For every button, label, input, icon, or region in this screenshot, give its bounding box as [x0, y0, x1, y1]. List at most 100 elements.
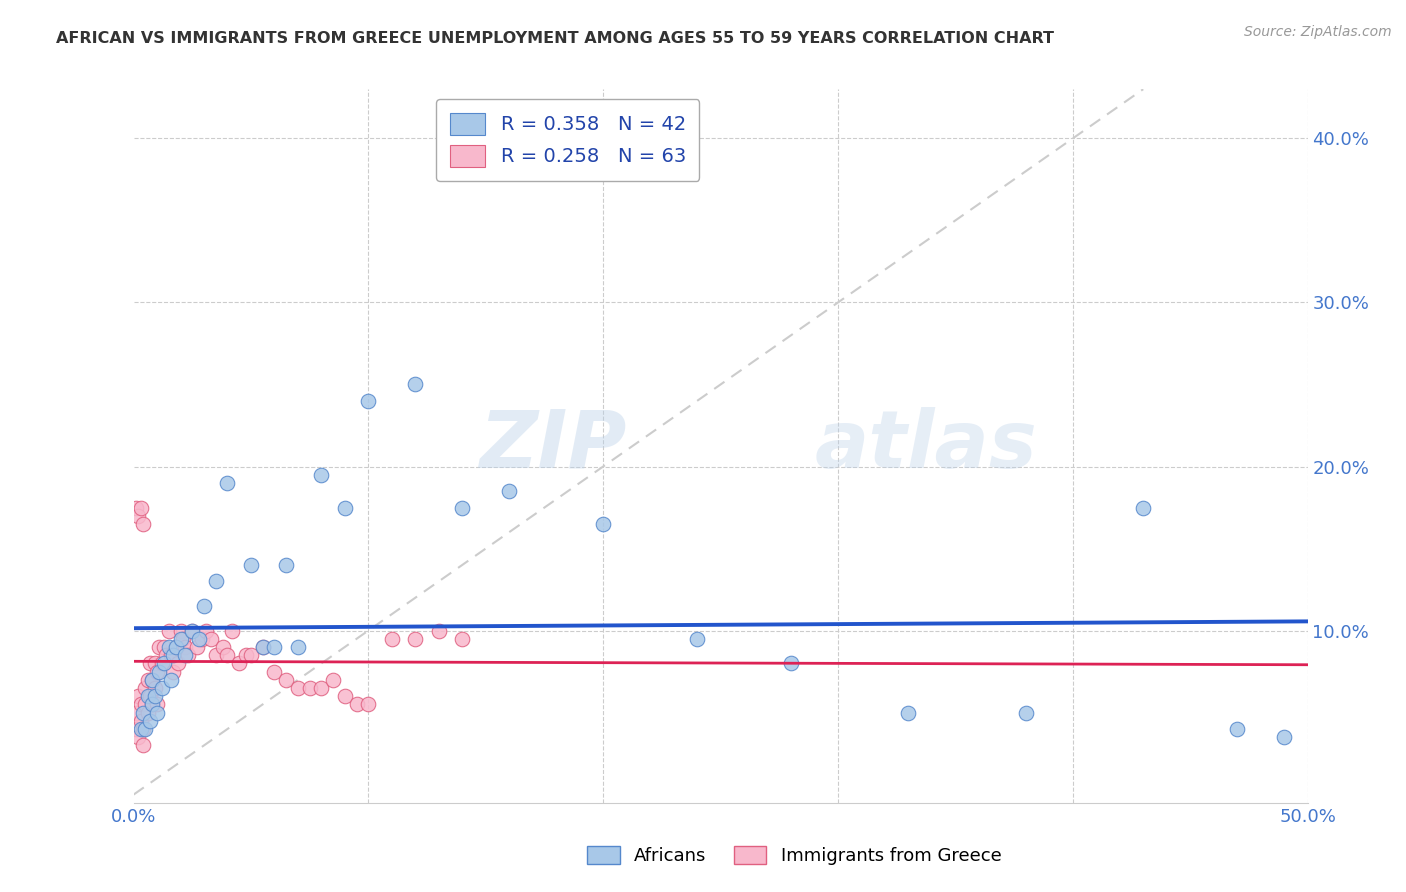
Point: [195, 624, 218, 638]
Point: [190, 632, 212, 646]
Point: [404, 377, 426, 392]
Point: [143, 681, 166, 695]
Point: [1226, 722, 1249, 736]
Point: [150, 657, 173, 671]
Point: [129, 500, 152, 515]
Point: [204, 648, 226, 662]
Point: [139, 714, 162, 728]
Point: [139, 689, 162, 703]
Point: [287, 681, 309, 695]
Point: [141, 698, 163, 712]
Point: [134, 722, 156, 736]
Point: [136, 673, 159, 687]
Point: [204, 574, 226, 589]
Point: [287, 640, 309, 654]
Point: [427, 624, 450, 638]
Point: [592, 516, 614, 531]
Point: [235, 648, 257, 662]
Point: [127, 689, 149, 703]
Point: [150, 681, 173, 695]
Legend: R = 0.358   N = 42, R = 0.258   N = 63: R = 0.358 N = 42, R = 0.258 N = 63: [436, 99, 699, 181]
Point: [167, 657, 190, 671]
Point: [686, 632, 709, 646]
Point: [1272, 730, 1295, 744]
Point: [346, 698, 368, 712]
Point: [125, 706, 148, 720]
Text: AFRICAN VS IMMIGRANTS FROM GREECE UNEMPLOYMENT AMONG AGES 55 TO 59 YEARS CORRELA: AFRICAN VS IMMIGRANTS FROM GREECE UNEMPL…: [56, 31, 1054, 46]
Point: [276, 673, 298, 687]
Point: [157, 640, 180, 654]
Point: [357, 393, 380, 408]
Point: [136, 706, 159, 720]
Point: [162, 665, 184, 679]
Point: [1015, 706, 1038, 720]
Point: [221, 624, 243, 638]
Point: [217, 475, 239, 490]
Point: [322, 673, 344, 687]
Point: [780, 657, 803, 671]
Point: [311, 467, 333, 482]
Point: [381, 632, 404, 646]
Point: [252, 640, 274, 654]
Point: [143, 689, 166, 703]
Point: [298, 681, 321, 695]
Point: [252, 640, 274, 654]
Point: [129, 698, 152, 712]
Point: [174, 640, 197, 654]
Point: [148, 640, 170, 654]
Point: [132, 706, 155, 720]
Point: [333, 500, 356, 515]
Point: [200, 632, 222, 646]
Point: [139, 657, 162, 671]
Point: [897, 706, 920, 720]
Point: [451, 500, 474, 515]
Point: [148, 665, 170, 679]
Point: [174, 648, 197, 662]
Point: [239, 558, 263, 572]
Point: [169, 632, 191, 646]
Point: [132, 516, 155, 531]
Point: [146, 706, 169, 720]
Point: [146, 665, 169, 679]
Text: atlas: atlas: [814, 407, 1038, 485]
Point: [311, 681, 333, 695]
Point: [134, 681, 156, 695]
Point: [129, 722, 152, 736]
Point: [276, 558, 298, 572]
Point: [155, 648, 177, 662]
Point: [125, 500, 148, 515]
Point: [263, 665, 285, 679]
Point: [188, 632, 211, 646]
Point: [357, 698, 380, 712]
Point: [162, 648, 184, 662]
Point: [1132, 500, 1154, 515]
Point: [193, 599, 215, 613]
Point: [129, 714, 152, 728]
Point: [141, 698, 163, 712]
Point: [153, 640, 176, 654]
Point: [217, 648, 239, 662]
Point: [153, 657, 176, 671]
Point: [141, 673, 163, 687]
Point: [498, 484, 520, 499]
Point: [263, 640, 285, 654]
Text: Source: ZipAtlas.com: Source: ZipAtlas.com: [1244, 25, 1392, 39]
Point: [181, 624, 204, 638]
Point: [143, 657, 166, 671]
Point: [333, 689, 356, 703]
Point: [172, 632, 194, 646]
Point: [165, 640, 187, 654]
Point: [141, 673, 163, 687]
Point: [169, 624, 191, 638]
Point: [134, 698, 156, 712]
Point: [157, 624, 180, 638]
Point: [404, 632, 426, 646]
Point: [125, 722, 148, 736]
Text: ZIP: ZIP: [479, 407, 627, 485]
Point: [127, 508, 149, 523]
Point: [181, 624, 204, 638]
Legend: Africans, Immigrants from Greece: Africans, Immigrants from Greece: [578, 837, 1011, 874]
Point: [127, 730, 149, 744]
Point: [132, 739, 155, 753]
Point: [228, 657, 250, 671]
